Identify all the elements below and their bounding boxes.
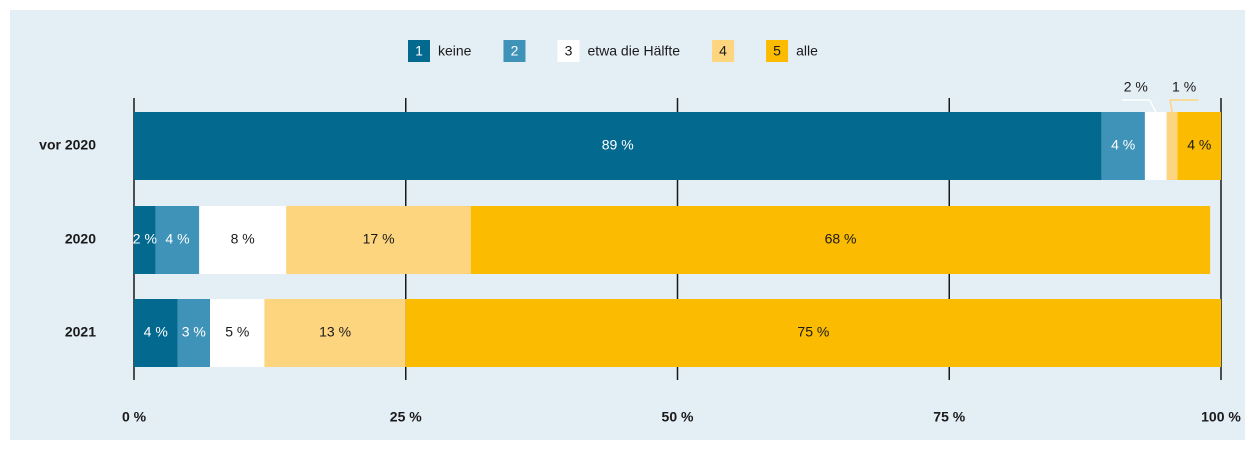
value-label: 4 % bbox=[1187, 137, 1211, 153]
x-tick-label: 0 % bbox=[122, 409, 147, 425]
bar-segment bbox=[470, 206, 1211, 274]
bar-segment bbox=[1144, 112, 1167, 180]
legend-label: alle bbox=[796, 43, 818, 59]
value-label: 13 % bbox=[319, 324, 351, 340]
legend-key: 5 bbox=[773, 43, 781, 59]
legend-key: 4 bbox=[719, 43, 727, 59]
leader-line bbox=[1169, 99, 1173, 113]
bar-segment bbox=[1177, 112, 1221, 180]
legend-swatch bbox=[712, 40, 735, 62]
x-tick-label: 75 % bbox=[933, 409, 965, 425]
value-label: 3 % bbox=[182, 324, 206, 340]
category-label: 2021 bbox=[65, 324, 96, 340]
legend-label: etwa die Hälfte bbox=[587, 43, 680, 59]
legend-swatch bbox=[408, 40, 430, 62]
x-tick-label: 25 % bbox=[390, 409, 422, 425]
leader-line bbox=[1149, 99, 1157, 113]
bar-segment bbox=[405, 299, 1221, 367]
value-label: 4 % bbox=[144, 324, 168, 340]
value-label: 4 % bbox=[1111, 137, 1135, 153]
x-tick-label: 50 % bbox=[662, 409, 694, 425]
bar-segment bbox=[264, 299, 406, 367]
category-label: 2020 bbox=[65, 231, 96, 247]
value-label: 2 % bbox=[1124, 79, 1148, 95]
value-label: 89 % bbox=[602, 137, 634, 153]
category-label: vor 2020 bbox=[39, 137, 96, 153]
value-label: 4 % bbox=[165, 231, 189, 247]
legend-label: keine bbox=[438, 43, 472, 59]
legend-key: 3 bbox=[565, 43, 573, 59]
legend-swatch bbox=[766, 40, 789, 62]
legend-swatch bbox=[503, 40, 526, 62]
bar-segment bbox=[155, 206, 200, 274]
value-label: 8 % bbox=[231, 231, 255, 247]
legend-key: 2 bbox=[511, 43, 519, 59]
value-label: 17 % bbox=[363, 231, 395, 247]
bar-segment bbox=[134, 206, 156, 274]
bar-segment bbox=[286, 206, 471, 274]
bar-segment bbox=[134, 299, 178, 367]
bar-segment bbox=[1101, 112, 1145, 180]
legend-key: 1 bbox=[415, 43, 423, 59]
value-label: 1 % bbox=[1172, 79, 1196, 95]
value-label: 2 % bbox=[133, 231, 157, 247]
bar-segment bbox=[1166, 112, 1178, 180]
x-tick-label: 100 % bbox=[1201, 409, 1241, 425]
bar-segment bbox=[177, 299, 211, 367]
bar-segment bbox=[210, 299, 265, 367]
value-label: 68 % bbox=[825, 231, 857, 247]
value-label: 5 % bbox=[225, 324, 249, 340]
value-label: 75 % bbox=[797, 324, 829, 340]
bar-segment bbox=[199, 206, 287, 274]
bar-segment bbox=[134, 112, 1102, 180]
legend-swatch bbox=[557, 40, 580, 62]
